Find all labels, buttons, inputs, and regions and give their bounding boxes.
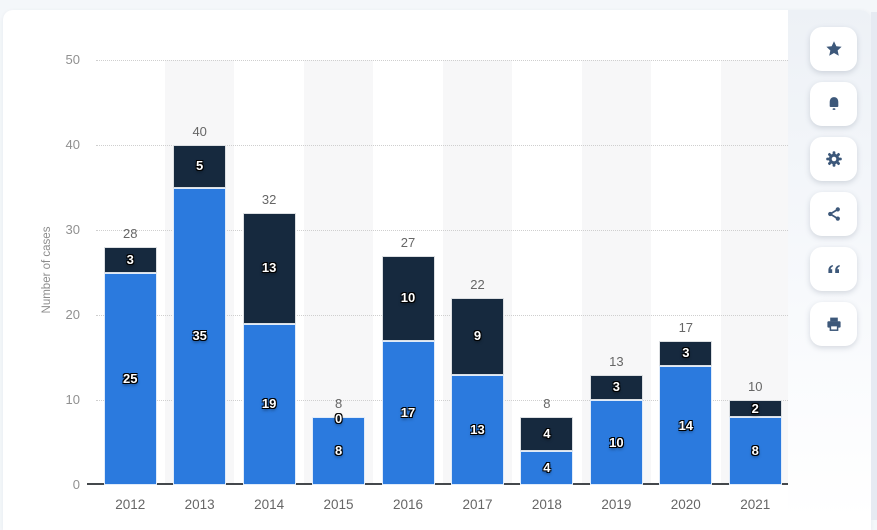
share-icon <box>827 207 840 221</box>
x-tick-label: 2021 <box>740 497 771 512</box>
total-value-label: 28 <box>122 226 138 241</box>
segment-value-label: 4 <box>543 460 551 475</box>
bar-segment-blue[interactable] <box>728 417 782 485</box>
bar-segment-dark[interactable] <box>659 340 713 366</box>
bar-segment-dark[interactable] <box>450 298 504 375</box>
total-value-label: 8 <box>543 396 551 411</box>
bar-segment-blue[interactable] <box>520 451 574 485</box>
segment-value-label: 5 <box>196 158 204 174</box>
segment-value-label: 14 <box>678 417 694 433</box>
segment-value-label: 9 <box>473 328 482 344</box>
x-tick-label: 2013 <box>184 497 215 512</box>
y-tick-label: 20 <box>65 307 80 322</box>
segment-value-label: 3 <box>682 345 690 361</box>
segment-value-label: 10 <box>400 290 416 305</box>
segment-value-label: 3 <box>612 379 620 395</box>
y-tick-label: 30 <box>65 222 80 237</box>
cite-button[interactable] <box>810 247 857 291</box>
x-axis-line <box>87 483 790 485</box>
segment-value-label: 0 <box>334 411 343 426</box>
bar-segment-dark[interactable] <box>728 400 782 417</box>
star-icon <box>825 41 842 56</box>
gridline <box>95 144 790 146</box>
segment-value-label: 3 <box>126 251 134 267</box>
alert-button[interactable] <box>810 82 857 126</box>
total-value-label: 10 <box>748 379 763 394</box>
gridline <box>95 314 790 316</box>
total-value-label: 40 <box>192 124 207 139</box>
bar-segment-blue[interactable] <box>659 366 713 485</box>
x-tick-label: 2019 <box>601 497 632 512</box>
y-tick-label: 40 <box>65 137 80 152</box>
gridline <box>95 59 790 61</box>
segment-value-label: 4 <box>543 426 551 441</box>
settings-button[interactable] <box>810 137 857 181</box>
x-tick-label: 2020 <box>670 497 701 512</box>
bar-segment-blue[interactable] <box>173 187 227 485</box>
x-tick-label: 2015 <box>323 497 354 512</box>
bar-segment-blue[interactable] <box>242 323 296 485</box>
bar-segment-blue[interactable] <box>103 272 157 485</box>
y-tick-label: 50 <box>65 52 80 67</box>
bar-segment-dark[interactable] <box>103 247 157 273</box>
segment-value-label: 13 <box>470 421 485 437</box>
x-tick-label: 2016 <box>392 497 424 512</box>
y-axis-title: Number of cases <box>41 226 53 314</box>
segment-value-label: 25 <box>122 370 138 386</box>
total-value-label: 32 <box>261 192 277 207</box>
quote-icon <box>827 265 840 273</box>
total-value-label: 13 <box>609 353 624 369</box>
x-tick-label: 2018 <box>531 497 562 512</box>
gear-icon <box>825 151 842 167</box>
x-tick-label: 2012 <box>115 497 146 512</box>
y-tick-label: 10 <box>65 392 80 407</box>
y-tick-label: 0 <box>72 477 80 492</box>
bar-segment-blue[interactable] <box>589 400 643 485</box>
action-rail <box>788 10 871 520</box>
bar-segment-blue[interactable] <box>381 340 435 485</box>
bar-segment-dark[interactable] <box>381 255 435 341</box>
bar-segment-dark[interactable] <box>589 374 643 400</box>
printer-icon <box>826 317 841 331</box>
gridline <box>95 229 790 231</box>
share-button[interactable] <box>810 192 857 236</box>
bar-segment-blue[interactable] <box>450 374 504 485</box>
gridline <box>95 399 790 401</box>
print-button[interactable] <box>810 302 857 346</box>
segment-value-label: 10 <box>609 434 624 450</box>
total-value-label: 8 <box>334 396 343 411</box>
bar-segment-dark[interactable] <box>173 145 227 188</box>
page-edge-strip <box>871 12 877 520</box>
bar-segment-dark[interactable] <box>520 417 574 451</box>
segment-value-label: 17 <box>400 404 416 420</box>
x-tick-label: 2017 <box>462 497 493 512</box>
segment-value-label: 2 <box>751 400 759 416</box>
plot-band <box>303 60 374 485</box>
segment-value-label: 35 <box>192 328 207 344</box>
segment-value-label: 19 <box>261 396 277 412</box>
x-tick-label: 2014 <box>254 497 285 512</box>
total-value-label: 17 <box>678 319 694 335</box>
bell-icon <box>829 97 838 110</box>
segment-value-label: 13 <box>261 260 277 276</box>
bar-segment-blue[interactable] <box>312 417 366 485</box>
segment-value-label: 8 <box>751 443 759 458</box>
total-value-label: 22 <box>470 277 485 292</box>
favorite-button[interactable] <box>810 27 857 71</box>
total-value-label: 27 <box>400 234 416 250</box>
segment-value-label: 8 <box>334 443 343 458</box>
bar-segment-dark[interactable] <box>242 213 296 324</box>
